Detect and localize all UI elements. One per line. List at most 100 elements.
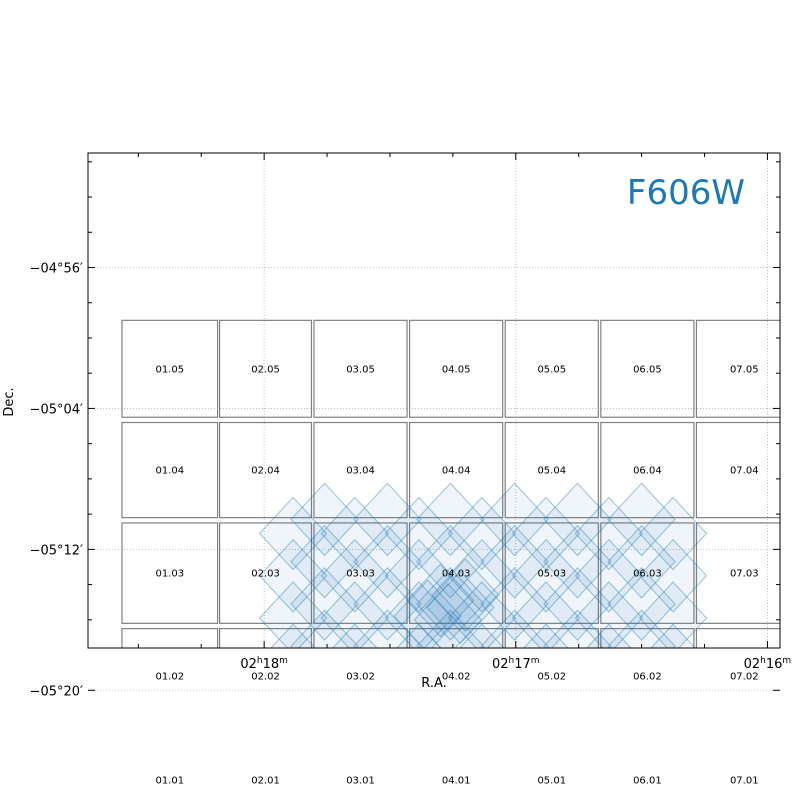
tile-label: 05.01 bbox=[537, 776, 566, 787]
tile-label: 04.04 bbox=[442, 466, 471, 477]
band-annotation: F606W bbox=[627, 173, 745, 213]
footprint bbox=[480, 609, 549, 648]
footprint bbox=[480, 482, 549, 557]
footprint bbox=[574, 496, 644, 571]
tile-label: 03.01 bbox=[346, 776, 375, 787]
tile-label: 04.01 bbox=[442, 776, 471, 787]
tile-05.04 bbox=[504, 421, 599, 519]
axis-ticks: 02h18m 02h17m 02h16m −04°56′ −05°04′ −05°12′ −… bbox=[30, 153, 792, 699]
tile-label: 02.04 bbox=[251, 466, 280, 477]
footprint bbox=[511, 538, 581, 613]
footprint bbox=[543, 482, 612, 557]
tile-03.05 bbox=[313, 319, 408, 418]
tile-03.04 bbox=[313, 421, 408, 519]
x-tick-label: 02h17m bbox=[492, 656, 540, 672]
tile-label: 06.03 bbox=[633, 569, 662, 580]
footprint bbox=[384, 496, 454, 571]
y-tick-label: −04°56′ bbox=[30, 262, 83, 277]
tile-05.02 bbox=[504, 628, 599, 648]
footprint bbox=[290, 524, 359, 599]
tile-04.04 bbox=[408, 421, 504, 519]
tile-label: 02.03 bbox=[251, 569, 280, 580]
tile-label: 06.01 bbox=[633, 776, 662, 787]
tile-06.03 bbox=[600, 522, 695, 624]
tile-01.04 bbox=[121, 421, 219, 519]
footprint bbox=[406, 563, 475, 638]
tile-05.05 bbox=[504, 319, 599, 418]
footprint bbox=[353, 524, 422, 599]
footprint bbox=[353, 609, 422, 648]
footprint bbox=[638, 538, 708, 613]
y-tick-label: −05°04′ bbox=[30, 402, 83, 417]
tile-label: 07.05 bbox=[730, 364, 759, 375]
tile-06.04 bbox=[600, 421, 695, 519]
footprint bbox=[574, 581, 644, 648]
tile-labels: 01.01 02.01 03.01 04.01 05.01 06.01 07.01 01.02… bbox=[155, 364, 758, 786]
footprint bbox=[459, 623, 505, 648]
x-tick-label: 02h18m bbox=[240, 656, 288, 672]
footprint bbox=[607, 482, 676, 557]
tile-07.03 bbox=[695, 522, 780, 624]
tile-label: 06.02 bbox=[633, 672, 662, 683]
tile-label: 01.02 bbox=[155, 672, 184, 683]
footprint bbox=[543, 524, 612, 599]
tile-label: 05.03 bbox=[537, 569, 566, 580]
footprint bbox=[258, 581, 328, 648]
footprint bbox=[393, 579, 462, 648]
tile-label: 01.03 bbox=[155, 569, 184, 580]
grid-lines bbox=[88, 153, 780, 691]
tile-06.02 bbox=[600, 628, 695, 648]
tile-label: 05.05 bbox=[537, 364, 566, 375]
footprint bbox=[384, 538, 454, 613]
footprint bbox=[650, 623, 696, 648]
footprint bbox=[511, 581, 581, 648]
x-tick-label: 02h16m bbox=[744, 656, 792, 672]
footprint bbox=[426, 570, 495, 645]
tile-label: 06.05 bbox=[633, 364, 662, 375]
tile-label: 02.01 bbox=[251, 776, 280, 787]
tile-06.05 bbox=[600, 319, 695, 418]
footprint bbox=[320, 538, 389, 613]
tile-01.03 bbox=[121, 522, 219, 624]
tile-04.05 bbox=[408, 319, 504, 418]
footprint bbox=[258, 496, 328, 571]
footprint bbox=[638, 581, 708, 648]
footprint bbox=[447, 581, 517, 648]
tile-05.03 bbox=[504, 522, 599, 624]
tile-02.02 bbox=[219, 628, 313, 648]
x-axis-label: R.A. bbox=[421, 676, 447, 691]
tile-label: 03.02 bbox=[346, 672, 375, 683]
footprint bbox=[607, 524, 676, 599]
tile-04.03 bbox=[408, 522, 504, 624]
footprint bbox=[290, 567, 359, 641]
footprint bbox=[416, 567, 485, 641]
tile-01.02 bbox=[121, 628, 219, 648]
footprint bbox=[331, 623, 378, 648]
tile-label: 07.02 bbox=[730, 672, 759, 683]
tile-label: 04.03 bbox=[442, 569, 471, 580]
footprint bbox=[320, 496, 389, 571]
footprint bbox=[413, 582, 483, 648]
tile-07.05 bbox=[695, 319, 780, 418]
tile-01.05 bbox=[121, 319, 219, 418]
footprint bbox=[480, 524, 549, 599]
y-axis-label: Dec. bbox=[2, 387, 17, 416]
tile-label: 07.04 bbox=[730, 466, 759, 477]
tile-label: 04.05 bbox=[442, 364, 471, 375]
footprint bbox=[396, 623, 442, 648]
footprint bbox=[431, 558, 500, 633]
footprint bbox=[320, 581, 389, 648]
tile-label: 02.02 bbox=[251, 672, 280, 683]
footprint bbox=[480, 567, 549, 641]
footprint bbox=[270, 623, 316, 648]
footprint bbox=[586, 623, 632, 648]
tile-label: 06.04 bbox=[633, 466, 662, 477]
footprint bbox=[416, 524, 485, 599]
footprint bbox=[543, 567, 612, 641]
tile-02.03 bbox=[219, 522, 313, 624]
tile-03.03 bbox=[313, 522, 408, 624]
footprints bbox=[258, 482, 708, 648]
tile-label: 01.05 bbox=[155, 364, 184, 375]
footprint bbox=[416, 482, 485, 557]
